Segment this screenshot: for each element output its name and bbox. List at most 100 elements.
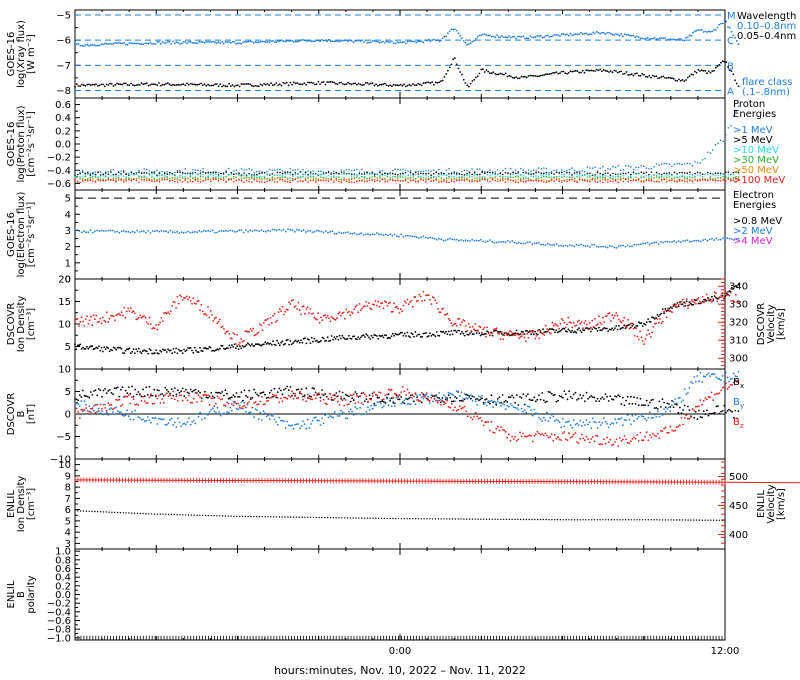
proton-point (389, 173, 391, 175)
xray-long-point (305, 83, 307, 86)
b-field-point (240, 401, 243, 403)
proton-point (163, 177, 166, 179)
b-field-point (579, 394, 582, 396)
velocity-point (231, 337, 233, 340)
proton-point (245, 169, 248, 171)
proton-point (274, 178, 276, 180)
b-field-point (120, 411, 122, 413)
b-field-point (641, 415, 643, 417)
xray-short-point (412, 40, 414, 43)
proton-point (345, 173, 348, 176)
b-field-point (599, 424, 602, 426)
xray-short-point (564, 33, 567, 36)
velocity-point (727, 291, 729, 293)
xray-long-point (394, 84, 397, 87)
velocity-point (140, 316, 143, 319)
proton-point (530, 173, 532, 175)
velocity-point (136, 318, 139, 320)
proton-point (292, 179, 294, 181)
electron-point (549, 243, 551, 246)
xray-short-point (172, 40, 174, 43)
proton-point (448, 167, 450, 170)
proton-point (455, 173, 458, 175)
proton-point (286, 180, 289, 183)
proton-point (271, 169, 274, 172)
velocity-point (386, 304, 389, 307)
b-field-point (710, 373, 713, 376)
proton-point (609, 176, 612, 178)
proton-point (586, 176, 589, 178)
electron-point (722, 237, 724, 240)
xray-short-point (641, 37, 644, 40)
y-tick-label: 0.0 (55, 140, 71, 151)
b-field-point (205, 413, 208, 415)
density-point (132, 348, 135, 351)
velocity-point (397, 307, 399, 310)
proton-point (217, 175, 220, 178)
proton-point (709, 152, 712, 154)
xray-long-point (338, 82, 341, 84)
proton-point (494, 179, 497, 182)
electron-point (589, 246, 591, 249)
b-field-point (262, 391, 265, 394)
velocity-point (647, 329, 649, 332)
xray-long-point (250, 84, 253, 87)
electron-point (260, 229, 263, 231)
proton-point (691, 164, 694, 167)
density-point (578, 327, 580, 330)
proton-point (466, 177, 468, 179)
b-field-point (104, 387, 106, 390)
b-field-point (253, 416, 255, 418)
proton-point (81, 169, 84, 172)
xray-short-point (492, 35, 495, 38)
density-point (195, 349, 197, 352)
proton-point (235, 176, 238, 178)
xray-short-point (674, 39, 677, 41)
velocity-point (403, 300, 406, 303)
proton-point (479, 173, 481, 176)
b-field-point (471, 395, 474, 398)
proton-point (668, 176, 671, 178)
velocity-point (168, 312, 171, 315)
xray-long-point (357, 82, 360, 85)
velocity-point (703, 301, 705, 304)
velocity-point (736, 301, 739, 303)
proton-point (473, 180, 476, 182)
proton-point (489, 177, 491, 180)
velocity-point (391, 310, 394, 313)
proton-point (591, 177, 594, 179)
proton-point (435, 179, 438, 181)
b-field-point (611, 422, 613, 424)
b-field-point (194, 388, 197, 391)
xray-long-point (693, 70, 696, 73)
b-field-point (280, 389, 282, 392)
xray-short-point (529, 35, 532, 37)
xray-short-point (643, 37, 645, 40)
xray-long-point (373, 84, 376, 87)
b-field-point (338, 390, 341, 393)
proton-point (99, 171, 102, 173)
xray-short-point (200, 40, 203, 43)
proton-point (276, 174, 279, 177)
velocity-point (693, 301, 696, 304)
proton-point (555, 177, 558, 179)
velocity-point (208, 316, 211, 319)
density-point (511, 334, 514, 336)
electron-point (273, 228, 276, 231)
velocity-point (688, 303, 691, 306)
proton-point (222, 173, 225, 175)
electron-point (380, 233, 383, 236)
xray-long-point (408, 83, 411, 86)
xray-long-point (123, 82, 125, 85)
b-field-point (693, 376, 696, 378)
velocity-point (580, 321, 583, 323)
density-point (324, 340, 326, 342)
proton-point (479, 168, 481, 170)
xray-short-point (608, 31, 610, 34)
b-field-point (433, 395, 436, 397)
proton-point (512, 180, 514, 182)
b-field-point (268, 391, 271, 394)
density-point (685, 300, 688, 303)
density-point (156, 352, 159, 355)
proton-point (222, 172, 225, 174)
